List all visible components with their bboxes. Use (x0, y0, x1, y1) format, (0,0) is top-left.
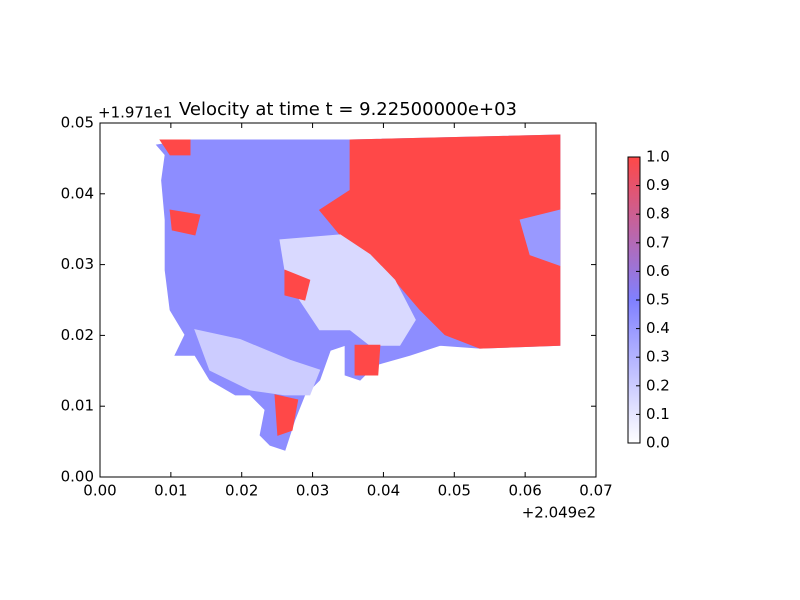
x-tick-label: 0.03 (296, 482, 329, 500)
y-tick-label: 0.03 (61, 255, 94, 273)
x-tick-label: 0.00 (83, 482, 116, 500)
field-region (354, 344, 381, 376)
colorbar-tick-label: 0.4 (646, 319, 670, 337)
colorbar-tick-label: 0.0 (646, 434, 670, 452)
y-tick-label: 0.05 (61, 114, 94, 132)
x-tick-label: 0.04 (367, 482, 400, 500)
x-tick-label: 0.01 (154, 482, 187, 500)
colorbar-tick-label: 1.0 (646, 148, 670, 166)
y-tick-label: 0.02 (61, 326, 94, 344)
colorbar-tick-label: 0.1 (646, 405, 670, 423)
y-tick-label: 0.04 (61, 184, 94, 202)
field-region (194, 329, 321, 396)
colorbar-tick-label: 0.8 (646, 205, 670, 223)
colorbar-tick-label: 0.3 (646, 348, 670, 366)
x-tick-label: 0.05 (438, 482, 471, 500)
x-tick-label: 0.02 (225, 482, 258, 500)
field-region (519, 209, 561, 267)
y-offset-label: +1.971e1 (98, 104, 172, 122)
field-region (169, 209, 201, 236)
axes-frame (99, 122, 597, 478)
field-region (274, 394, 299, 436)
y-tick-label: 0.01 (61, 397, 94, 415)
colorbar-tick-label: 0.2 (646, 376, 670, 394)
x-tick-label: 0.07 (579, 482, 612, 500)
x-tick-label: 0.06 (508, 482, 541, 500)
colorbar-tick-label: 0.5 (646, 291, 670, 309)
field-region (284, 269, 311, 301)
colorbar-tick-label: 0.7 (646, 233, 670, 251)
chart-title: Velocity at time t = 9.22500000e+03 (179, 99, 517, 120)
x-offset-label: +2.049e2 (522, 504, 596, 522)
field-region (159, 139, 191, 156)
field-region (318, 134, 561, 349)
field (155, 134, 561, 451)
colorbar-tick-label: 0.9 (646, 176, 670, 194)
colorbar-tick-label: 0.6 (646, 262, 670, 280)
y-tick-label: 0.00 (61, 468, 94, 486)
